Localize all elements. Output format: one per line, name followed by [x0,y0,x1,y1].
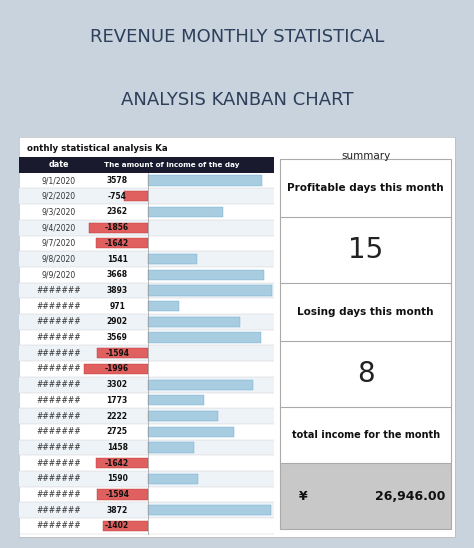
Text: #######: ####### [36,333,81,342]
Text: 3578: 3578 [107,176,128,185]
Text: #######: ####### [36,412,81,420]
Text: 2725: 2725 [107,427,128,436]
Text: total income for the month: total income for the month [292,430,440,440]
Text: Profitable days this month: Profitable days this month [287,183,444,193]
Text: #######: ####### [36,364,81,374]
Text: ¥: ¥ [299,489,308,503]
Bar [148,207,223,217]
Text: 1773: 1773 [107,396,128,405]
Text: -1594: -1594 [105,349,129,358]
Bar [103,521,148,531]
Bar [148,317,240,327]
Text: #######: ####### [36,286,81,295]
Text: #######: ####### [36,475,81,483]
Bar [148,505,271,515]
Text: summary: summary [341,151,391,161]
Text: #######: ####### [36,490,81,499]
Bar [19,251,274,267]
Text: 971: 971 [109,301,125,311]
Bar [148,395,204,406]
Bar [19,345,274,361]
Text: 8: 8 [357,360,374,388]
Text: #######: ####### [36,349,81,358]
Text: 2902: 2902 [107,317,128,327]
Text: 2362: 2362 [107,208,128,216]
Text: #######: ####### [36,380,81,389]
Bar [96,238,148,248]
Text: #######: ####### [36,427,81,436]
Bar [148,175,262,186]
Text: ANALYSIS KANBAN CHART: ANALYSIS KANBAN CHART [121,91,353,109]
Bar [19,471,274,487]
Bar [148,380,253,390]
Bar [148,427,235,437]
Text: #######: ####### [36,317,81,327]
Text: 3872: 3872 [107,506,128,515]
Text: onthly statistical analysis Ka: onthly statistical analysis Ka [27,144,167,153]
Text: 9/4/2020: 9/4/2020 [41,223,76,232]
Bar [97,489,148,500]
Text: 9/1/2020: 9/1/2020 [41,176,75,185]
Text: #######: ####### [36,396,81,405]
Text: 9/3/2020: 9/3/2020 [41,208,76,216]
Bar [19,157,274,173]
Text: -1856: -1856 [105,223,129,232]
Bar [97,348,148,358]
Bar [148,301,179,311]
Text: -1642: -1642 [105,239,129,248]
Text: #######: ####### [36,506,81,515]
Text: 1590: 1590 [107,475,128,483]
Bar [280,463,451,529]
Text: -1642: -1642 [105,459,129,467]
Bar [148,442,194,453]
Bar [19,503,274,518]
Bar [148,333,261,342]
Text: 1541: 1541 [107,255,128,264]
Text: 3569: 3569 [107,333,128,342]
Bar [148,411,219,421]
Text: #######: ####### [36,443,81,452]
Bar [19,314,274,330]
Bar [84,364,148,374]
Text: REVENUE MONTHLY STATISTICAL: REVENUE MONTHLY STATISTICAL [90,28,384,46]
Bar [96,458,148,469]
Bar [19,283,274,298]
Text: 3668: 3668 [107,270,128,279]
Text: #######: ####### [36,301,81,311]
Bar [19,439,274,455]
Bar [124,191,148,201]
Text: -1402: -1402 [105,522,129,530]
Bar [148,474,198,484]
Text: -1996: -1996 [105,364,129,374]
Bar [89,222,148,233]
Text: Losing days this month: Losing days this month [298,307,434,317]
Text: 9/9/2020: 9/9/2020 [41,270,76,279]
Text: date: date [48,161,69,169]
Bar [148,254,197,264]
Text: 9/2/2020: 9/2/2020 [41,192,75,201]
Bar [19,408,274,424]
Bar [19,189,274,204]
Text: 3302: 3302 [107,380,128,389]
Bar [19,220,274,236]
Text: 9/8/2020: 9/8/2020 [41,255,75,264]
Text: #######: ####### [36,459,81,467]
Text: 1458: 1458 [107,443,128,452]
Text: 15: 15 [348,236,383,264]
Text: 9/7/2020: 9/7/2020 [41,239,76,248]
Bar [148,286,272,295]
Bar [19,377,274,392]
Text: -754: -754 [108,192,127,201]
Text: The amount of income of the day: The amount of income of the day [104,162,240,168]
Text: 3893: 3893 [107,286,128,295]
Text: 2222: 2222 [107,412,128,420]
Text: #######: ####### [36,522,81,530]
Bar [148,270,264,280]
Text: 26,946.00: 26,946.00 [375,489,446,503]
Text: -1594: -1594 [105,490,129,499]
